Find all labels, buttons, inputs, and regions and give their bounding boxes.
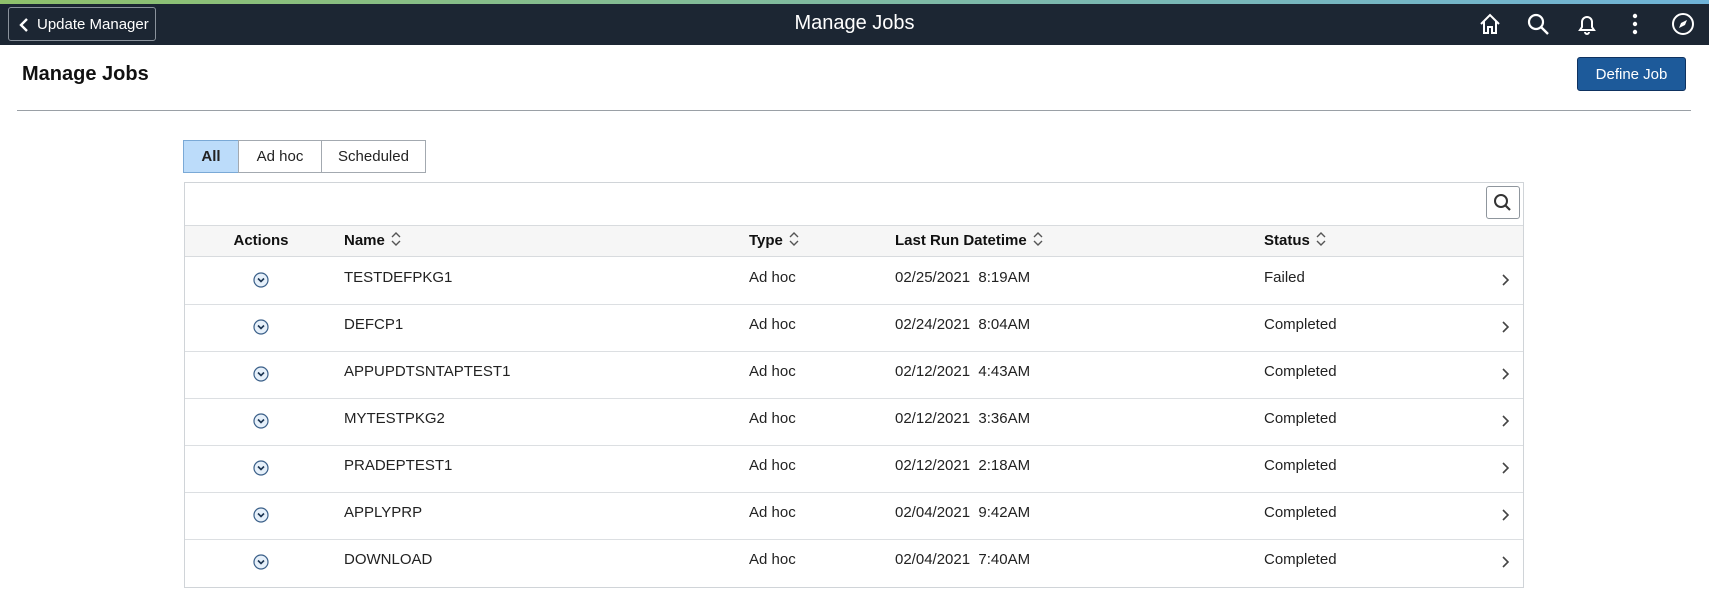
action-icon xyxy=(253,272,269,288)
back-label: Update Manager xyxy=(37,16,149,33)
cell: Ad hoc xyxy=(749,504,796,521)
chevron-icon xyxy=(1502,556,1510,568)
cell: 02/12/2021 2:18AM xyxy=(895,457,1031,474)
divider xyxy=(17,110,1691,111)
menu-icon[interactable] xyxy=(1623,12,1647,36)
cell: APPUPDTSNTAPTEST1 xyxy=(344,363,511,380)
row-chevron[interactable] xyxy=(1500,273,1510,287)
cell: 02/25/2021 8:19AM xyxy=(895,269,1031,286)
cell: DOWNLOAD xyxy=(344,551,433,568)
column-header[interactable]: Status xyxy=(1264,232,1326,249)
action-button[interactable] xyxy=(253,554,269,570)
cell: 02/12/2021 3:36AM xyxy=(895,410,1031,427)
cell: Completed xyxy=(1264,504,1337,521)
column-header: Actions xyxy=(211,232,311,249)
chevron-icon xyxy=(1502,462,1510,474)
cell: 02/04/2021 9:42AM xyxy=(895,504,1031,521)
cell: MYTESTPKG2 xyxy=(344,410,445,427)
action-button[interactable] xyxy=(253,319,269,335)
cell: Completed xyxy=(1264,551,1337,568)
row-divider xyxy=(185,492,1523,493)
page-title: Manage Jobs xyxy=(22,63,149,85)
tab[interactable]: All xyxy=(183,140,239,173)
tab[interactable]: Ad hoc xyxy=(238,140,322,173)
cell: 02/04/2021 7:40AM xyxy=(895,551,1031,568)
cell: Completed xyxy=(1264,410,1337,427)
grid-header xyxy=(185,225,1523,257)
action-icon xyxy=(253,413,269,429)
back-button[interactable]: Update Manager xyxy=(8,7,156,41)
column-label: Type xyxy=(749,232,783,249)
column-header[interactable]: Type xyxy=(749,232,799,249)
action-icon xyxy=(253,460,269,476)
row-chevron[interactable] xyxy=(1500,461,1510,475)
search-icon xyxy=(1494,194,1511,211)
header-bar xyxy=(0,4,1709,45)
cell: 02/24/2021 8:04AM xyxy=(895,316,1031,333)
accent-line xyxy=(0,0,1709,4)
row-divider xyxy=(185,445,1523,446)
jobs-grid xyxy=(184,182,1524,588)
action-button[interactable] xyxy=(253,460,269,476)
sort-icon xyxy=(391,232,401,246)
column-header[interactable]: Last Run Datetime xyxy=(895,232,1043,249)
action-button[interactable] xyxy=(253,413,269,429)
column-label: Name xyxy=(344,232,385,249)
action-icon xyxy=(253,319,269,335)
header-title: Manage Jobs xyxy=(794,12,915,34)
action-icon xyxy=(253,554,269,570)
notification-icon[interactable] xyxy=(1575,12,1599,36)
chevron-icon xyxy=(1502,415,1510,427)
action-button[interactable] xyxy=(253,507,269,523)
grid-search-button[interactable] xyxy=(1486,186,1520,219)
cell: APPLYPRP xyxy=(344,504,423,521)
cell: Ad hoc xyxy=(749,363,796,380)
cell: Completed xyxy=(1264,363,1337,380)
back-icon xyxy=(19,18,28,32)
cell: Ad hoc xyxy=(749,457,796,474)
row-divider xyxy=(185,351,1523,352)
row-chevron[interactable] xyxy=(1500,367,1510,381)
row-chevron[interactable] xyxy=(1500,320,1510,334)
column-label: Actions xyxy=(233,232,289,249)
column-label: Last Run Datetime xyxy=(895,232,1027,249)
action-icon xyxy=(253,507,269,523)
row-chevron[interactable] xyxy=(1500,508,1510,522)
chevron-icon xyxy=(1502,368,1510,380)
cell: PRADEPTEST1 xyxy=(344,457,453,474)
sort-icon xyxy=(1033,232,1043,246)
cell: Ad hoc xyxy=(749,316,796,333)
row-chevron[interactable] xyxy=(1500,414,1510,428)
chevron-icon xyxy=(1502,274,1510,286)
action-icon xyxy=(253,366,269,382)
row-divider xyxy=(185,398,1523,399)
action-button[interactable] xyxy=(253,272,269,288)
cell: DEFCP1 xyxy=(344,316,404,333)
sort-icon xyxy=(1316,232,1326,246)
row-divider xyxy=(185,304,1523,305)
tab[interactable]: Scheduled xyxy=(321,140,426,173)
define-job-button[interactable]: Define Job xyxy=(1577,57,1686,91)
cell: Ad hoc xyxy=(749,269,796,286)
navigator-icon[interactable] xyxy=(1671,12,1695,36)
cell: TESTDEFPKG1 xyxy=(344,269,453,286)
cell: Completed xyxy=(1264,316,1337,333)
chevron-icon xyxy=(1502,509,1510,521)
row-divider xyxy=(185,539,1523,540)
column-header[interactable]: Name xyxy=(344,232,401,249)
row-chevron[interactable] xyxy=(1500,555,1510,569)
home-icon[interactable] xyxy=(1478,12,1502,36)
sort-icon xyxy=(789,232,799,246)
search-icon[interactable] xyxy=(1526,12,1550,36)
cell: 02/12/2021 4:43AM xyxy=(895,363,1031,380)
cell: Ad hoc xyxy=(749,410,796,427)
cell: Completed xyxy=(1264,457,1337,474)
chevron-icon xyxy=(1502,321,1510,333)
cell: Failed xyxy=(1264,269,1305,286)
column-label: Status xyxy=(1264,232,1310,249)
cell: Ad hoc xyxy=(749,551,796,568)
action-button[interactable] xyxy=(253,366,269,382)
